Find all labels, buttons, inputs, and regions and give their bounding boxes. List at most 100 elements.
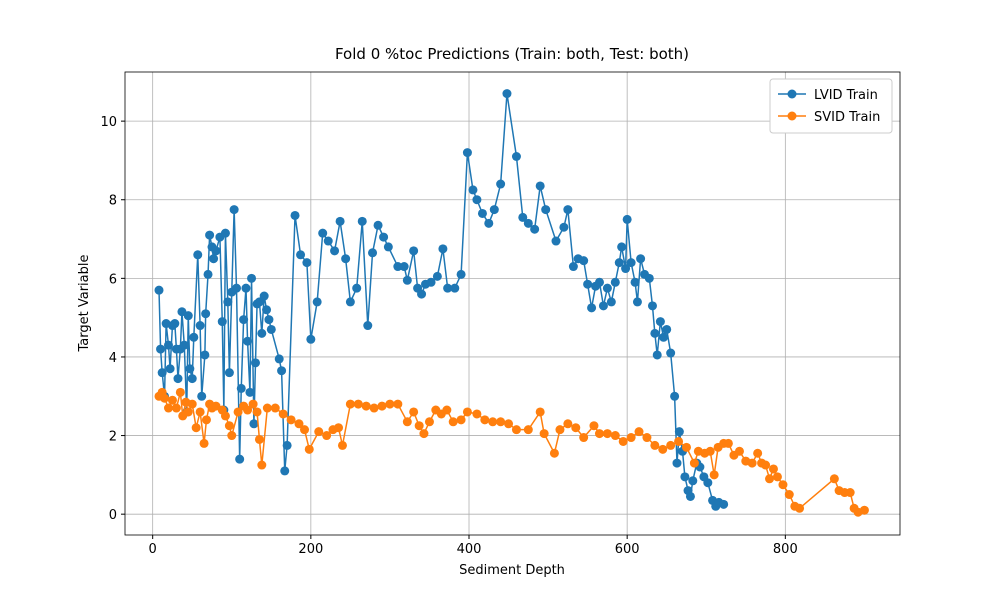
data-point <box>257 328 267 338</box>
x-tick-label: 200 <box>298 542 323 557</box>
data-point <box>357 216 367 226</box>
data-point <box>462 407 472 417</box>
data-point <box>296 250 306 260</box>
data-point <box>383 242 393 252</box>
x-tick-label: 400 <box>457 542 482 557</box>
data-point <box>163 340 173 350</box>
data-point <box>666 348 676 358</box>
data-point <box>644 273 654 283</box>
data-point <box>594 277 604 287</box>
data-point <box>361 401 371 411</box>
data-point <box>426 277 436 287</box>
data-point <box>563 205 573 215</box>
data-point <box>191 423 201 433</box>
legend-marker <box>787 89 797 99</box>
data-point <box>472 409 482 419</box>
data-point <box>642 433 652 443</box>
data-point <box>262 403 272 413</box>
data-point <box>602 283 612 293</box>
data-point <box>568 262 578 272</box>
plot-frame <box>124 71 901 536</box>
data-point <box>187 374 197 384</box>
chart-title: Fold 0 %toc Predictions (Train: both, Te… <box>335 45 689 63</box>
data-point <box>650 328 660 338</box>
y-tick-label: 0 <box>109 508 117 523</box>
data-point <box>598 301 608 311</box>
data-point <box>337 440 347 450</box>
data-point <box>274 354 284 364</box>
data-point <box>247 273 257 283</box>
data-point <box>723 438 733 448</box>
data-point <box>579 256 589 266</box>
data-point <box>626 258 636 268</box>
data-point <box>583 279 593 289</box>
data-point <box>345 297 355 307</box>
data-point <box>626 433 636 443</box>
data-point <box>229 205 239 215</box>
data-point <box>250 358 260 368</box>
data-point <box>468 185 478 195</box>
data-point <box>523 425 533 435</box>
data-point <box>768 464 778 474</box>
data-point <box>535 407 545 417</box>
data-point <box>163 403 173 413</box>
data-point <box>630 277 640 287</box>
data-point <box>201 309 211 319</box>
data-point <box>409 246 419 256</box>
data-point <box>859 505 869 515</box>
data-point <box>674 436 684 446</box>
data-point <box>448 417 458 427</box>
data-point <box>652 350 662 360</box>
data-point <box>734 446 744 456</box>
data-point <box>504 419 514 429</box>
y-axis-label: Target Variable <box>77 255 92 353</box>
data-point <box>622 214 632 224</box>
data-point <box>262 305 272 315</box>
legend-label: SVID Train <box>814 110 880 125</box>
data-point <box>518 212 528 222</box>
data-point <box>845 488 855 498</box>
data-point <box>209 254 219 264</box>
data-point <box>353 399 363 409</box>
data-point <box>409 407 419 417</box>
data-point <box>239 315 249 325</box>
data-point <box>245 387 255 397</box>
data-point <box>277 366 287 376</box>
data-point <box>443 283 453 293</box>
data-point <box>304 444 314 454</box>
data-point <box>318 228 328 238</box>
data-point <box>594 429 604 439</box>
data-point <box>535 181 545 191</box>
data-point <box>442 405 452 415</box>
data-point <box>511 152 521 162</box>
data-point <box>294 419 304 429</box>
data-point <box>462 148 472 158</box>
data-point <box>220 411 230 421</box>
data-point <box>393 262 403 272</box>
data-point <box>185 364 195 374</box>
data-point <box>772 472 782 482</box>
data-point <box>187 399 197 409</box>
data-point <box>549 448 559 458</box>
data-point <box>650 440 660 450</box>
data-point <box>201 415 211 425</box>
data-point <box>674 427 684 437</box>
data-point <box>681 442 691 452</box>
data-point <box>551 236 561 246</box>
data-point <box>259 291 269 301</box>
data-point <box>236 383 246 393</box>
data-point <box>156 344 166 354</box>
data-point <box>719 499 729 509</box>
data-point <box>183 311 193 321</box>
data-point <box>243 336 253 346</box>
data-point <box>165 364 175 374</box>
data-point <box>502 89 512 99</box>
data-point <box>200 350 210 360</box>
data-point <box>335 216 345 226</box>
data-point <box>472 195 482 205</box>
data-point <box>379 232 389 242</box>
data-point <box>456 269 466 279</box>
data-point <box>300 425 310 435</box>
data-point <box>189 332 199 342</box>
data-point <box>488 417 498 427</box>
